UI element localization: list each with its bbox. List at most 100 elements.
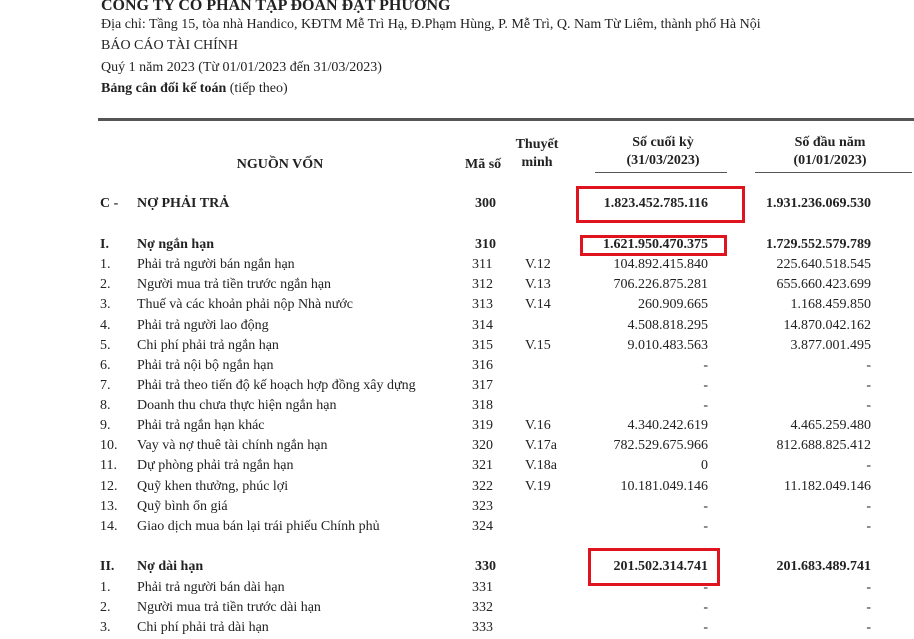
cell-no: 14.	[100, 519, 118, 534]
cell-end: 4.340.242.619	[627, 418, 709, 433]
cell-code: 312	[472, 277, 493, 292]
cell-code: 315	[472, 338, 493, 353]
cell-end: 104.892.415.840	[613, 257, 709, 272]
table-row: II. Nợ dài hạn 330 201.502.314.741 201.683.4…	[0, 558, 914, 576]
cell-name: Phải trả theo tiến độ kế hoạch hợp đồng …	[137, 378, 416, 393]
cell-name: Dự phòng phải trả ngắn hạn	[137, 458, 294, 473]
cell-begin: 11.182.049.146	[784, 479, 871, 494]
cell-end: -	[703, 620, 708, 635]
highlight	[588, 548, 720, 586]
table-row: 5. Chi phí phải trả ngắn hạn 315 V.15 9.010.…	[0, 337, 914, 355]
cell-name: Chi phí phải trả ngắn hạn	[137, 338, 279, 353]
cell-end: 9.010.483.563	[627, 338, 709, 353]
cell-code: 323	[472, 499, 493, 514]
cell-begin: -	[866, 458, 871, 473]
cell-no: 1.	[100, 257, 111, 272]
cell-code: 314	[472, 318, 493, 333]
rule	[595, 172, 727, 173]
cell-end: -	[703, 499, 708, 514]
cell-name: Người mua trả tiền trước ngắn hạn	[137, 277, 332, 292]
col-end: (31/03/2023)	[626, 153, 700, 168]
table-row: 3. Thuế và các khoản phải nộp Nhà nước 313…	[0, 296, 914, 314]
cell-name: Giao dịch mua bán lại trái phiếu Chính p…	[137, 519, 380, 534]
period: Quý 1 năm 2023 (Từ 01/01/2023 đến 31/03/…	[101, 60, 382, 75]
table-row: 7. Phải trả theo tiến độ kế hoạch hợp đồn…	[0, 377, 914, 395]
cell-name: Phải trả ngắn hạn khác	[137, 418, 265, 433]
table-row: 10. Vay và nợ thuê tài chính ngắn hạn 320 V…	[0, 437, 914, 455]
table-row: 4. Phải trả người lao động 314 4.508.818.29…	[0, 317, 914, 335]
cell-end: 1.621.950.470.375	[603, 237, 708, 252]
cell-code: 313	[472, 297, 493, 312]
cell-begin: 3.877.001.495	[790, 338, 872, 353]
col-end: Số cuối kỳ	[632, 135, 694, 150]
table-row: 12. Quỹ khen thưởng, phúc lợi 322 V.19 10.18…	[0, 478, 914, 496]
cell-name: Nợ ngắn hạn	[137, 237, 215, 252]
cell-end: 4.508.818.295	[627, 318, 709, 333]
cell-begin: -	[866, 398, 871, 413]
cell-name: Chi phí phải trả dài hạn	[137, 620, 269, 635]
cell-end: 1.823.452.785.116	[603, 196, 708, 211]
cell-end: 201.502.314.741	[613, 559, 709, 574]
cell-end: 260.909.665	[638, 297, 708, 312]
cell-name: Phải trả người bán dài hạn	[137, 580, 285, 595]
cell-code: 320	[472, 438, 493, 453]
cell-note: V.16	[525, 418, 551, 433]
cell-begin: -	[866, 600, 871, 615]
cell-name: Nợ dài hạn	[137, 559, 204, 574]
cell-code: 310	[475, 237, 496, 252]
cell-begin: -	[866, 519, 871, 534]
cell-no: C -	[100, 196, 119, 211]
cell-no: 11.	[100, 458, 117, 473]
cell-begin: -	[866, 378, 871, 393]
cell-begin: -	[866, 499, 871, 514]
report-title: BÁO CÁO TÀI CHÍNH	[101, 38, 239, 53]
rule	[98, 118, 914, 121]
cell-code: 317	[472, 378, 493, 393]
cell-no: 10.	[100, 438, 118, 453]
cell-code: 321	[472, 458, 493, 473]
col-code: Mã số	[465, 157, 502, 172]
cell-end: -	[703, 519, 708, 534]
cell-no: 5.	[100, 338, 111, 353]
cell-no: 2.	[100, 277, 111, 292]
table-row: 13. Quỹ bình ổn giá 323 - -	[0, 498, 914, 516]
table-row: 1. Phải trả người bán ngắn hạn 311 V.12 104.…	[0, 256, 914, 274]
cell-end: 782.529.675.966	[613, 438, 709, 453]
col-section: NGUỒN VỐN	[236, 157, 324, 172]
cell-name: Doanh thu chưa thực hiện ngắn hạn	[137, 398, 337, 413]
cell-begin: 812.688.825.412	[776, 438, 872, 453]
table-row: 8. Doanh thu chưa thực hiện ngắn hạn 318 - -	[0, 397, 914, 415]
table-row: 14. Giao dịch mua bán lại trái phiếu Chín…	[0, 518, 914, 536]
sheet: Bảng cân đối kế toán	[101, 81, 227, 96]
cell-end: 0	[701, 458, 708, 473]
cell-no: II.	[100, 559, 115, 574]
cell-no: 3.	[100, 620, 111, 635]
cell-name: Thuế và các khoản phải nộp Nhà nước	[137, 297, 353, 312]
cell-code: 300	[475, 196, 496, 211]
sheet-title: Bảng cân đối kế toán (tiếp theo)	[101, 80, 288, 98]
cell-no: 2.	[100, 600, 111, 615]
cell-note: V.19	[525, 479, 551, 494]
cell-name: Quỹ bình ổn giá	[137, 499, 228, 514]
cell-begin: -	[866, 580, 871, 595]
cell-code: 324	[472, 519, 493, 534]
cell-end: -	[703, 580, 708, 595]
cell-begin: 655.660.423.699	[776, 277, 872, 292]
cell-no: 1.	[100, 580, 111, 595]
col-note: minh	[521, 155, 553, 170]
company: CÔNG TY CỔ PHẦN TẬP ĐOÀN ĐẠT PHƯƠNG	[101, 0, 451, 14]
highlight	[576, 186, 745, 223]
cell-code: 319	[472, 418, 493, 433]
col-begin: Số đầu năm	[794, 135, 866, 150]
cell-note: V.18a	[525, 458, 558, 473]
cell-code: 333	[472, 620, 493, 635]
cell-no: 7.	[100, 378, 111, 393]
address: Địa chỉ: Tầng 15, tòa nhà Handico, KĐTM …	[101, 17, 761, 32]
table-row: 2. Người mua trả tiền trước ngắn hạn 312 V.…	[0, 276, 914, 294]
cell-note: V.17a	[525, 438, 558, 453]
cell-no: 8.	[100, 398, 111, 413]
sheet-note: (tiếp theo)	[229, 81, 288, 96]
cell-end: -	[703, 600, 708, 615]
cell-code: 316	[472, 358, 493, 373]
